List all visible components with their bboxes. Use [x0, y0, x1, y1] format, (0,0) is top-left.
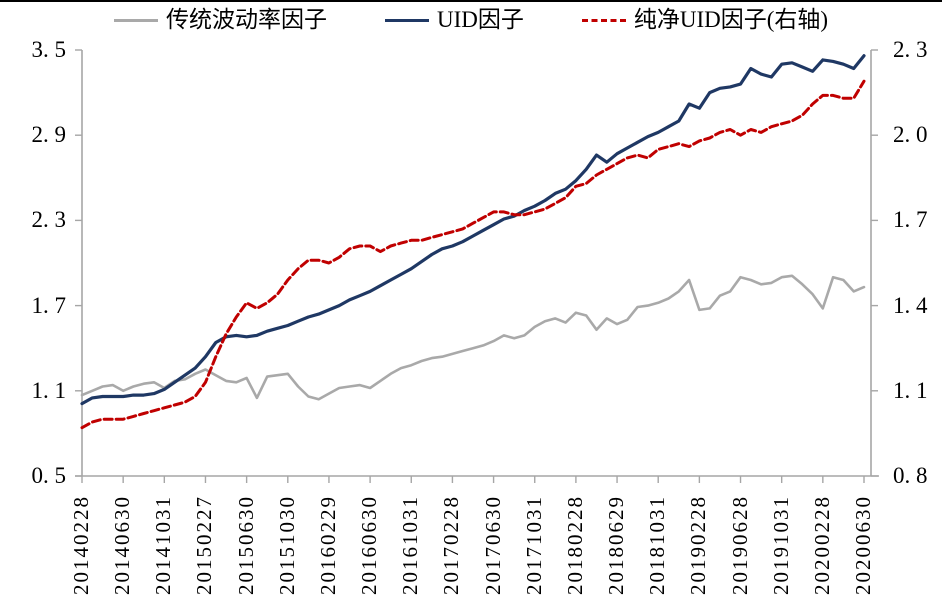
- x-axis-tick-label: 20160229: [315, 495, 340, 595]
- left-axis-tick-label: 3. 5: [31, 37, 67, 62]
- legend-line-navy: [384, 18, 429, 22]
- x-axis-tick-label: 20160630: [357, 495, 382, 595]
- right-axis-tick-label: 2. 0: [893, 122, 928, 148]
- x-axis-tick-label: 20180629: [604, 495, 629, 595]
- series-line-2: [80, 79, 866, 430]
- chart-legend: 传统波动率因子 UID因子 纯净UID因子(右轴): [0, 6, 942, 34]
- x-axis-tick-label: 20171031: [521, 495, 546, 595]
- series-line-1: [80, 54, 866, 406]
- x-axis-tick-label: 20140228: [69, 495, 93, 595]
- left-axis-tick-label: 2. 3: [31, 207, 67, 233]
- legend-label: 传统波动率因子: [165, 7, 327, 32]
- x-axis-tick-label: 20180228: [562, 495, 587, 595]
- x-axis-tick-label: 20170630: [480, 495, 505, 595]
- legend-label: 纯净UID因子(右轴): [633, 7, 829, 32]
- x-axis-tick-label: 20161031: [398, 495, 423, 595]
- x-axis-tick-label: 20150227: [192, 495, 217, 595]
- legend-line-red-dashed: [581, 18, 626, 22]
- left-axis-tick-label: 1. 1: [31, 377, 67, 403]
- x-axis-tick-label: 20170228: [439, 495, 464, 595]
- right-axis-tick-label: 1. 7: [893, 207, 928, 233]
- x-axis-tick-label: 20150630: [233, 495, 258, 595]
- legend-item-uid-factor: UID因子: [384, 6, 524, 34]
- x-axis-tick-label: 20200630: [851, 495, 875, 595]
- right-axis-tick-label: 1. 1: [893, 377, 928, 403]
- right-axis-tick-label: 1. 4: [893, 292, 928, 318]
- x-axis-tick-label: 20190628: [727, 495, 752, 595]
- top-border: [0, 0, 942, 2]
- x-axis-tick-label: 20190228: [686, 495, 711, 595]
- left-axis-tick-label: 1. 7: [31, 292, 67, 318]
- x-axis-tick-label: 20141031: [151, 495, 176, 595]
- x-axis-tick-label: 20200228: [809, 495, 834, 595]
- right-axis-tick-label: 0. 8: [893, 463, 928, 488]
- legend-item-traditional-volatility-factor: 传统波动率因子: [113, 6, 327, 34]
- legend-line-gray: [113, 18, 158, 22]
- x-axis-tick-label: 20151030: [274, 495, 299, 595]
- legend-item-pure-uid-factor-right-axis: 纯净UID因子(右轴): [581, 6, 829, 34]
- right-axis-tick-label: 2. 3: [893, 37, 928, 62]
- x-axis-tick-label: 20181031: [645, 495, 670, 595]
- left-axis-tick-label: 2. 9: [31, 122, 67, 148]
- legend-label: UID因子: [436, 7, 524, 32]
- x-axis-tick-label: 20140630: [110, 495, 135, 595]
- x-axis-tick-label: 20191031: [768, 495, 793, 595]
- series-line-0: [80, 274, 866, 401]
- left-axis-tick-label: 0. 5: [31, 463, 67, 488]
